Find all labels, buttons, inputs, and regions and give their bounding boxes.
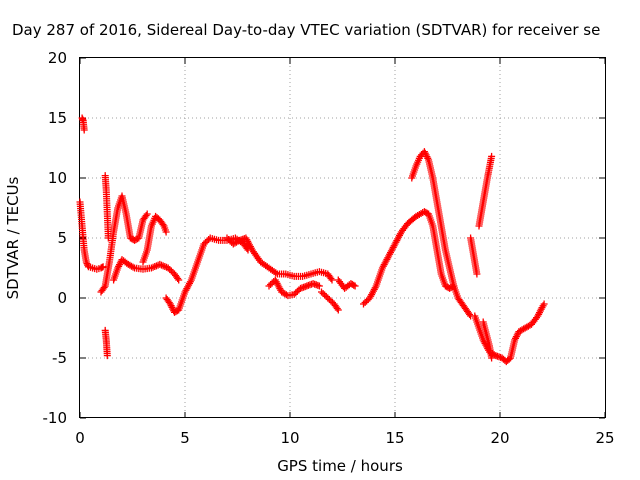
data-point (327, 275, 335, 282)
data-point (321, 291, 329, 299)
data-point (513, 331, 521, 339)
data-point (540, 300, 548, 308)
data-point (319, 290, 327, 297)
data-point (267, 281, 275, 288)
data-point (82, 258, 90, 266)
data-point (315, 282, 323, 290)
x-tick-label: 15 (385, 429, 404, 447)
data-point (166, 266, 174, 273)
x-tick-label: 20 (490, 429, 509, 447)
y-tick-label: 15 (48, 109, 67, 127)
data-point (265, 282, 273, 290)
data-point (100, 284, 108, 291)
data-point (290, 290, 298, 298)
data-point (114, 264, 122, 272)
data-point (363, 297, 371, 305)
data-point (225, 236, 233, 243)
data-point (129, 263, 137, 271)
data-point (83, 260, 91, 268)
data-point (351, 282, 359, 290)
data-point (535, 310, 543, 318)
data-point (174, 275, 182, 282)
data-point (293, 287, 301, 295)
data-point (103, 352, 111, 360)
data-point (325, 296, 333, 303)
data-point (322, 293, 330, 300)
data-point (536, 307, 544, 315)
data-point (535, 309, 543, 317)
y-tick-label: 20 (48, 49, 67, 67)
data-point (333, 305, 341, 312)
chart-title: Day 287 of 2016, Sidereal Day-to-day VTE… (12, 21, 600, 39)
data-point (420, 148, 428, 156)
data-point (488, 354, 496, 362)
data-point (350, 281, 358, 289)
data-point (159, 262, 167, 270)
data-point (466, 311, 474, 318)
data-point (104, 234, 112, 242)
data-point (147, 264, 155, 272)
data-point (80, 126, 88, 134)
data-point (292, 289, 300, 297)
y-tick-label: 5 (57, 229, 67, 247)
data-point (149, 263, 157, 271)
data-point (512, 334, 520, 342)
data-point (223, 234, 231, 242)
data-point (167, 267, 175, 275)
data-point (534, 312, 542, 320)
data-point (318, 288, 325, 296)
plot-frame (79, 57, 606, 418)
data-point (234, 237, 242, 245)
x-tick-label: 25 (595, 429, 614, 447)
x-tick-label: 0 (75, 429, 85, 447)
ticks: 0 5 10 15 20 25 -10 -5 0 5 10 15 20 (43, 49, 615, 447)
data-point (327, 297, 335, 305)
data-point (488, 152, 496, 160)
data-point (200, 240, 208, 248)
data-point (203, 237, 211, 245)
data-point (424, 154, 432, 162)
x-axis-label: GPS time / hours (277, 457, 403, 475)
data-point (360, 300, 367, 308)
y-tick-label: 0 (57, 289, 67, 307)
data-point (164, 264, 172, 272)
data-point (156, 260, 164, 268)
data-point (201, 239, 209, 246)
data-point (115, 261, 123, 269)
data-point (151, 263, 159, 271)
data-point (143, 210, 151, 218)
data-points (76, 114, 548, 366)
data-point (115, 262, 123, 270)
x-tick-label: 10 (280, 429, 299, 447)
x-tick-label: 5 (180, 429, 190, 447)
data-point (421, 149, 429, 157)
data-point (473, 270, 481, 278)
data-point (167, 302, 175, 310)
data-point (328, 276, 336, 284)
data-point (168, 303, 176, 311)
data-point (512, 333, 520, 341)
data-point (361, 299, 369, 306)
y-tick-label: 10 (48, 169, 67, 187)
data-point (175, 276, 183, 284)
y-tick-label: -5 (52, 349, 67, 367)
data-point (152, 262, 160, 270)
data-point (161, 263, 169, 271)
data-point (166, 300, 174, 308)
data-point (272, 269, 280, 277)
data-point (511, 336, 519, 344)
data-point (324, 294, 332, 302)
y-axis-label: SDTVAR / TECUs (4, 176, 22, 299)
data-point (423, 153, 431, 161)
y-tick-label: -10 (43, 409, 68, 427)
data-point (142, 212, 150, 219)
data-point (162, 228, 170, 236)
data-point (226, 237, 234, 245)
data-point (334, 306, 342, 314)
data-point (99, 263, 107, 271)
data-point (157, 261, 165, 269)
data-point (422, 151, 430, 159)
